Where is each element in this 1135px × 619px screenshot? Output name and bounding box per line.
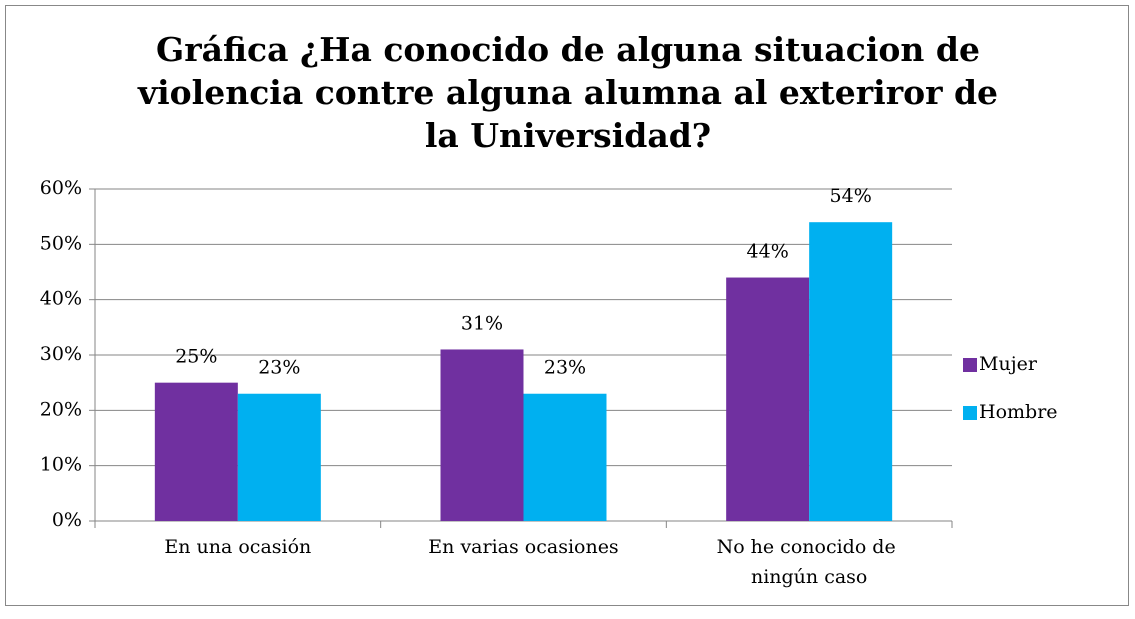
y-tick-label: 40% xyxy=(40,288,82,310)
chart-title: Gráfica ¿Ha conocido de alguna situacion… xyxy=(137,30,999,155)
legend-swatch xyxy=(963,358,977,372)
y-tick-label: 20% xyxy=(40,398,82,420)
x-tick-label-line: ningún caso xyxy=(751,566,867,588)
y-tick-label: 30% xyxy=(40,343,82,365)
x-tick-label: En una ocasión xyxy=(164,536,311,558)
data-label: 54% xyxy=(830,185,872,207)
chart-frame xyxy=(5,5,1129,606)
legend-swatch xyxy=(963,406,977,420)
x-tick-label: No he conocido de ningún caso xyxy=(717,536,902,588)
y-tick-label: 50% xyxy=(40,232,82,254)
bar xyxy=(440,349,524,521)
bar xyxy=(809,222,893,521)
bar xyxy=(237,393,321,521)
y-tick-label: 0% xyxy=(52,509,82,531)
data-label: 31% xyxy=(461,312,503,334)
data-label: 25% xyxy=(175,346,217,368)
data-label: 23% xyxy=(258,357,300,379)
y-tick-label: 10% xyxy=(40,454,82,476)
bar xyxy=(726,277,810,521)
x-tick-label-line: No he conocido de xyxy=(717,536,902,558)
legend-label: Hombre xyxy=(979,401,1058,423)
legend-label: Mujer xyxy=(979,353,1038,375)
x-tick-label: En varias ocasiones xyxy=(428,536,618,558)
data-label: 44% xyxy=(747,241,789,263)
bar xyxy=(154,382,238,521)
y-tick-label: 60% xyxy=(40,177,82,199)
data-label: 23% xyxy=(544,357,586,379)
bar xyxy=(523,393,607,521)
